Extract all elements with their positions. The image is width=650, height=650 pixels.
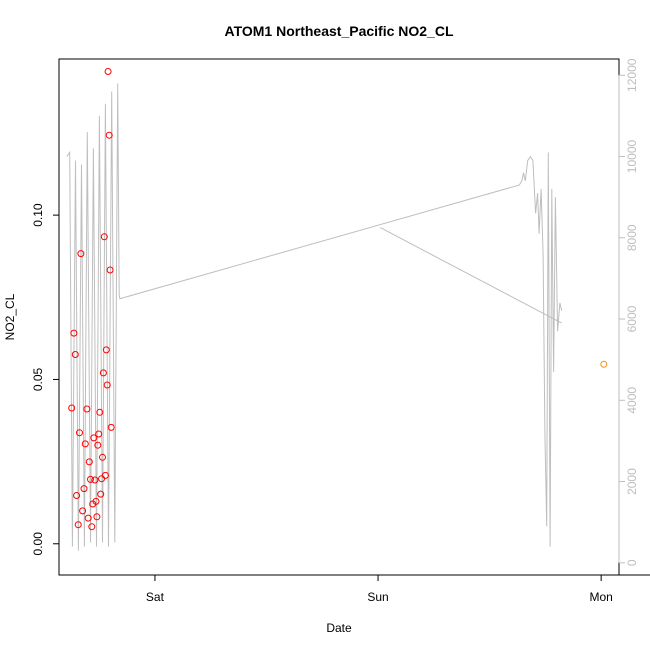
y2-tick-label: 10000	[625, 140, 639, 174]
data-point-s1-29	[101, 471, 109, 479]
data-point-s1-31	[103, 381, 111, 389]
altitude-line-1	[66, 83, 563, 551]
altitude-lines	[66, 83, 563, 551]
data-point-s1-32	[104, 68, 112, 75]
y2-tick-label: 2000	[625, 468, 639, 495]
data-point-s1-22	[95, 430, 103, 438]
data-point-s1-5	[74, 521, 82, 529]
data-point-s1-6	[76, 429, 83, 437]
data-point-s1-35	[107, 423, 115, 431]
x-tick-label: Sat	[146, 590, 165, 604]
data-point-s1-23	[96, 408, 104, 416]
data-point-s1-17	[90, 434, 98, 442]
data-point-s1-8	[79, 507, 87, 515]
data-point-s2-1	[600, 360, 608, 368]
y-tick-label: 0.05	[31, 367, 45, 391]
data-point-s1-11	[83, 405, 91, 413]
data-point-s1-3	[71, 351, 79, 358]
x-tick-label: Sun	[367, 590, 388, 604]
y2-tick-label: 8000	[625, 224, 639, 251]
data-point-s1-14	[87, 475, 94, 483]
data-point-s1-7	[77, 250, 85, 258]
data-points	[68, 68, 608, 531]
data-point-s1-2	[70, 329, 78, 337]
axes: SatSunMonTue0.000.050.100200040006000800…	[31, 58, 650, 604]
data-point-s1-10	[81, 440, 89, 448]
data-point-s1-9	[80, 485, 88, 493]
data-point-s1-28	[100, 233, 108, 241]
data-point-s1-21	[94, 441, 102, 449]
data-point-s1-18	[91, 476, 99, 484]
data-point-s1-27	[99, 369, 107, 377]
data-point-s1-13	[85, 458, 93, 466]
data-point-s1-20	[93, 513, 101, 521]
data-point-s1-33	[105, 131, 113, 139]
y2-tick-label: 0	[625, 559, 639, 566]
data-point-s1-4	[73, 492, 81, 499]
data-point-s1-12	[84, 514, 92, 522]
y2-tick-label: 12000	[625, 58, 639, 92]
x-axis-label: Date	[326, 621, 352, 635]
y-axis-label: NO2_CL	[3, 293, 17, 340]
data-point-s1-24	[97, 490, 105, 498]
data-point-s1-19	[92, 497, 100, 505]
data-point-s1-1	[68, 404, 76, 412]
y-tick-label: 0.00	[31, 532, 45, 556]
altitude-line-2	[380, 227, 562, 324]
data-point-s1-34	[106, 266, 114, 274]
y2-tick-label: 4000	[625, 387, 639, 414]
y2-tick-label: 6000	[625, 305, 639, 332]
data-point-s1-26	[99, 453, 106, 461]
data-point-s1-30	[102, 346, 110, 354]
x-tick-label: Mon	[589, 590, 612, 604]
data-point-s1-15	[88, 523, 96, 531]
chart-title: ATOM1 Northeast_Pacific NO2_CL	[225, 23, 454, 39]
y-tick-label: 0.10	[31, 203, 45, 227]
